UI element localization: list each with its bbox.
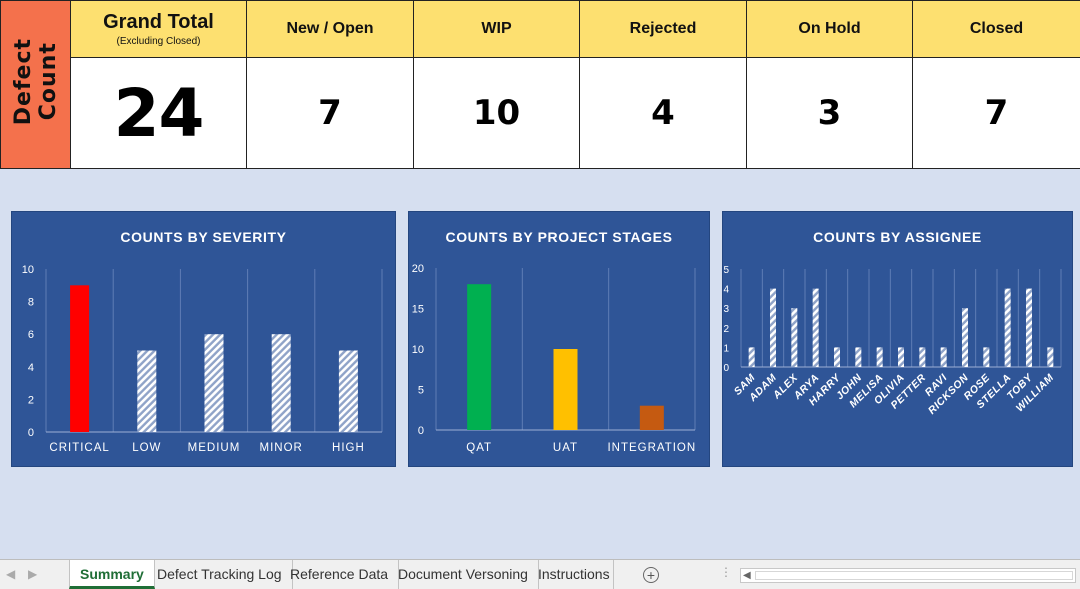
bar-toby bbox=[1026, 288, 1032, 367]
status-header-wip[interactable]: WIP bbox=[413, 0, 580, 58]
sheet-tab-summary[interactable]: Summary bbox=[69, 560, 155, 589]
bar-adam bbox=[770, 288, 776, 367]
status-value-wip[interactable]: 10 bbox=[413, 57, 580, 169]
bar-john bbox=[855, 347, 862, 367]
bar-integration bbox=[639, 405, 664, 430]
grand-total-label: Grand Total bbox=[103, 11, 214, 33]
category-label-minor: MINOR bbox=[260, 442, 303, 454]
bar-medium bbox=[204, 334, 224, 432]
y-tick-label: 4 bbox=[28, 362, 34, 374]
y-tick-label: 4 bbox=[723, 285, 729, 296]
bar-alex bbox=[791, 308, 798, 367]
status-header-on-hold[interactable]: On Hold bbox=[746, 0, 913, 58]
bar-uat bbox=[553, 349, 578, 430]
assignee-chart-plot: 012345SAMADAMALEXARYAHARRYJOHNMELISAOLIV… bbox=[723, 265, 1062, 417]
bar-arya bbox=[812, 288, 819, 367]
y-tick-label: 0 bbox=[28, 427, 34, 439]
assignee-chart[interactable]: COUNTS BY ASSIGNEE 0 1 2 3 4 5 SAM ADAM ALEX ARYA… bbox=[722, 211, 1073, 467]
y-tick-label: 0 bbox=[418, 425, 424, 437]
y-tick-label: 5 bbox=[418, 385, 424, 397]
project-stages-chart-plot: 0 5 10 15 20 QAT UAT INTEGRATION bbox=[412, 263, 696, 454]
category-label-uat: UAT bbox=[553, 442, 578, 454]
status-value-new-open[interactable]: 7 bbox=[246, 57, 414, 169]
sheet-tab-defect-tracking-log[interactable]: Defect Tracking Log bbox=[147, 560, 293, 589]
splitter-handle-icon[interactable]: ⋮ bbox=[720, 565, 732, 579]
sheet-tab-document-versoning[interactable]: Document Versoning bbox=[388, 560, 539, 589]
y-tick-label: 6 bbox=[28, 329, 34, 341]
bar-minor bbox=[271, 334, 291, 432]
status-header-new-open[interactable]: New / Open bbox=[246, 0, 414, 58]
bar-low bbox=[137, 350, 157, 432]
bar-william bbox=[1047, 347, 1054, 367]
category-label-medium: MEDIUM bbox=[188, 442, 241, 454]
horizontal-scrollbar[interactable]: ◀ bbox=[740, 568, 1076, 583]
y-tick-label: 15 bbox=[412, 304, 424, 316]
status-value-closed[interactable]: 7 bbox=[912, 57, 1080, 169]
status-value-rejected[interactable]: 4 bbox=[579, 57, 747, 169]
bar-olivia bbox=[898, 347, 904, 367]
bar-qat bbox=[467, 284, 492, 430]
bar-harry bbox=[834, 347, 840, 367]
y-tick-label: 2 bbox=[723, 324, 729, 335]
status-header-closed[interactable]: Closed bbox=[912, 0, 1080, 58]
y-tick-label: 10 bbox=[22, 264, 34, 276]
severity-chart-title: COUNTS BY SEVERITY bbox=[120, 229, 287, 245]
y-tick-label: 20 bbox=[412, 263, 424, 275]
y-tick-label: 3 bbox=[723, 304, 729, 315]
bar-ravi bbox=[940, 347, 947, 367]
sheet-tab-instructions[interactable]: Instructions bbox=[528, 560, 614, 589]
y-tick-label: 2 bbox=[28, 394, 34, 406]
scroll-left-arrow-icon[interactable]: ◀ bbox=[743, 570, 751, 581]
severity-chart[interactable]: COUNTS BY SEVERITY 0 2 4 6 8 10 CRITICAL LOW MED… bbox=[11, 211, 396, 467]
project-stages-chart-title: COUNTS BY PROJECT STAGES bbox=[445, 229, 673, 245]
category-label-low: LOW bbox=[132, 442, 161, 454]
bar-critical bbox=[70, 285, 90, 432]
add-sheet-icon[interactable]: + bbox=[643, 567, 659, 583]
category-label-integration: INTEGRATION bbox=[607, 442, 696, 454]
status-value-on-hold[interactable]: 3 bbox=[746, 57, 913, 169]
sheet-tab-reference-data[interactable]: Reference Data bbox=[280, 560, 400, 589]
defect-count-label-cell[interactable]: Defect Count bbox=[0, 0, 71, 169]
assignee-chart-title: COUNTS BY ASSIGNEE bbox=[813, 229, 982, 245]
scroll-tabs-left-icon[interactable]: ◀ bbox=[6, 567, 16, 581]
bar-rickson bbox=[962, 308, 968, 367]
project-stages-chart[interactable]: COUNTS BY PROJECT STAGES 0 5 10 15 20 QAT UAT I… bbox=[408, 211, 710, 467]
bar-rose bbox=[983, 347, 990, 367]
category-label-qat: QAT bbox=[466, 442, 492, 454]
grand-total-value[interactable]: 24 bbox=[70, 57, 247, 169]
sheet-tab-bar: ◀ ▶ Summary Defect Tracking Log Referenc… bbox=[0, 559, 1080, 589]
scrollbar-thumb[interactable] bbox=[755, 571, 1073, 580]
category-label-high: HIGH bbox=[332, 442, 365, 454]
bar-petter bbox=[919, 347, 926, 367]
y-tick-label: 10 bbox=[412, 344, 424, 356]
y-tick-label: 0 bbox=[723, 363, 729, 374]
y-tick-label: 1 bbox=[723, 343, 729, 354]
status-header-rejected[interactable]: Rejected bbox=[579, 0, 747, 58]
severity-chart-plot: 0 2 4 6 8 10 CRITICAL LOW MEDIUM MINOR HIGH bbox=[22, 264, 383, 454]
grand-total-header[interactable]: Grand Total (Excluding Closed) bbox=[70, 0, 247, 58]
defect-count-label: Defect Count bbox=[10, 38, 61, 126]
y-tick-label: 8 bbox=[28, 297, 34, 309]
defect-count-summary: Defect Count Grand Total (Excluding Clos… bbox=[0, 0, 1080, 169]
grand-total-sublabel: (Excluding Closed) bbox=[116, 36, 201, 47]
y-tick-label: 5 bbox=[723, 265, 729, 276]
bar-sam bbox=[748, 347, 755, 367]
scroll-tabs-right-icon[interactable]: ▶ bbox=[28, 567, 38, 581]
category-label-critical: CRITICAL bbox=[49, 442, 109, 454]
bar-high bbox=[338, 350, 358, 432]
bar-stella bbox=[1004, 288, 1011, 367]
bar-melisa bbox=[876, 347, 883, 367]
